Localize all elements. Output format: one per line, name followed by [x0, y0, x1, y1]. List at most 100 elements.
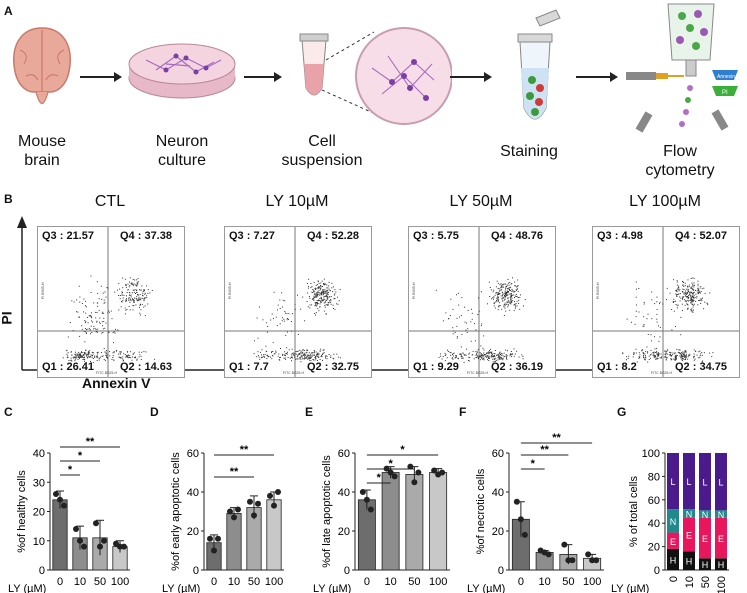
event-dot	[691, 282, 693, 284]
event-dot	[86, 356, 88, 358]
y-tick-label: 40	[187, 487, 199, 499]
event-dot	[681, 354, 682, 356]
event-dot	[316, 300, 318, 302]
event-dot	[128, 357, 130, 359]
event-dot	[493, 289, 495, 291]
quadrant-label-q4: Q4 : 52.07	[675, 230, 727, 242]
event-dot	[321, 355, 323, 357]
event-dot	[86, 354, 88, 356]
event-dot	[315, 357, 317, 359]
event-dot	[130, 299, 132, 301]
event-dot	[638, 356, 640, 358]
significance-label: *	[377, 472, 382, 484]
event-dot	[693, 309, 694, 311]
event-dot	[315, 351, 317, 353]
panel-label-b: B	[4, 192, 13, 206]
significance-label: *	[400, 444, 405, 456]
event-dot	[500, 286, 502, 288]
event-dot	[293, 355, 295, 356]
event-dot	[108, 331, 110, 333]
event-dot	[501, 298, 503, 300]
arrow-4	[576, 72, 618, 82]
event-dot	[689, 294, 691, 296]
event-dot	[456, 317, 458, 319]
event-dot	[697, 283, 699, 285]
event-dot	[316, 292, 318, 294]
event-dot	[76, 354, 78, 356]
quadrant-label-q4: Q4 : 48.76	[491, 230, 543, 242]
event-dot	[684, 354, 686, 356]
event-dot	[316, 296, 318, 298]
event-dot	[76, 353, 78, 355]
event-dot	[140, 297, 142, 299]
event-dot	[87, 357, 88, 359]
event-dot	[497, 287, 499, 289]
event-dot	[678, 352, 680, 354]
event-dot	[76, 311, 77, 313]
event-dot	[643, 354, 644, 356]
event-dot	[312, 292, 314, 293]
event-dot	[318, 354, 320, 356]
event-dot	[689, 353, 691, 355]
event-dot	[501, 291, 503, 293]
event-dot	[282, 299, 284, 301]
event-dot	[469, 352, 471, 354]
event-dot	[310, 283, 312, 284]
event-dot	[452, 355, 454, 357]
event-dot	[670, 355, 672, 357]
event-dot	[319, 300, 321, 302]
event-dot	[504, 291, 506, 293]
event-dot	[677, 286, 679, 288]
event-dot	[80, 354, 82, 356]
event-dot	[83, 311, 84, 313]
event-dot	[477, 349, 479, 351]
event-dot	[679, 289, 681, 291]
event-dot	[471, 312, 473, 314]
event-dot	[77, 354, 79, 356]
event-dot	[120, 306, 122, 308]
event-dot	[89, 328, 90, 330]
event-dot	[102, 332, 104, 333]
event-dot	[128, 306, 130, 307]
event-dot	[328, 288, 330, 290]
event-dot	[654, 355, 656, 357]
event-dot	[480, 354, 482, 356]
event-dot	[317, 280, 319, 282]
significance-label: *	[388, 458, 393, 470]
event-dot	[89, 329, 91, 331]
event-dot	[677, 288, 679, 290]
event-dot	[318, 352, 320, 354]
segment-label: N	[670, 517, 677, 527]
event-dot	[296, 358, 298, 360]
event-dot	[506, 350, 508, 352]
event-dot	[271, 352, 272, 354]
event-dot	[74, 358, 76, 360]
event-dot	[311, 352, 313, 354]
stacked-segment	[667, 453, 679, 510]
event-dot	[679, 349, 681, 351]
event-dot	[699, 299, 701, 301]
event-dot	[129, 277, 131, 279]
flow-plot: FITC BS25-H PI BS05-H Q3 : 4.98 Q4 : 52.07 Q…	[592, 226, 740, 378]
event-dot	[695, 300, 697, 302]
event-dot	[697, 289, 699, 291]
cytometer-annexin-label: Annexin V	[717, 74, 740, 80]
event-dot	[504, 294, 506, 296]
event-dot	[143, 290, 145, 292]
event-dot	[712, 352, 714, 354]
event-dot	[697, 287, 699, 289]
event-dot	[652, 352, 654, 354]
event-dot	[504, 298, 506, 300]
event-dot	[510, 351, 512, 352]
event-dot	[126, 309, 128, 311]
event-dot	[688, 289, 689, 291]
event-dot	[502, 355, 504, 357]
event-dot	[634, 323, 636, 325]
event-dot	[304, 320, 306, 322]
event-dot	[700, 298, 702, 300]
event-dot	[291, 313, 293, 315]
event-dot	[135, 285, 137, 286]
y-tick-label: 40	[492, 487, 504, 499]
event-dot	[507, 304, 509, 306]
event-dot	[329, 296, 331, 298]
